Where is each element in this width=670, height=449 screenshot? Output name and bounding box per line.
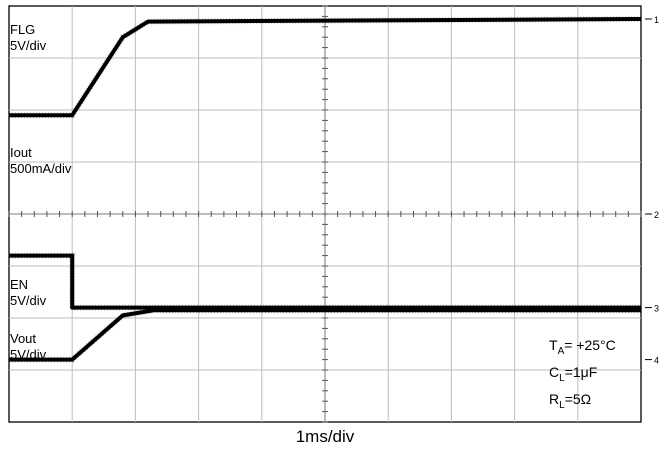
condition-value: = +25°C [564,337,616,353]
channel-name-flg: FLG [10,22,35,37]
trace-noise-iout [9,16,642,119]
condition-subscript: L [559,400,565,411]
marker-label-m4: 4 [654,356,659,366]
grid [8,5,642,423]
condition-subscript: A [558,346,565,357]
trace-en [9,253,641,310]
condition-symbol: C [549,364,559,380]
channel-scale-en: 5V/div [10,293,47,308]
condition-value: =5Ω [565,391,591,407]
condition-2: RL=5Ω [549,391,591,411]
marker-label-m2: 2 [654,210,659,220]
condition-value: =1μF [565,364,598,380]
condition-1: CL=1μF [549,364,597,384]
marker-label-m3: 3 [654,304,659,314]
condition-symbol: T [549,337,558,353]
condition-symbol: R [549,391,559,407]
condition-subscript: L [559,373,565,384]
channel-scale-flg: 5V/div [10,38,47,53]
channel-markers: T1234 [645,15,659,366]
channel-name-iout: Iout [10,145,32,160]
channel-scale-vout: 5V/div [10,347,47,362]
traces [9,16,642,363]
condition-0: TA= +25°C [549,337,616,357]
trace-iout [9,17,642,118]
x-axis-label: 1ms/div [296,427,355,446]
channel-name-en: EN [10,277,28,292]
channel-scale-iout: 500mA/div [10,161,72,176]
trace-noise-vout [9,307,641,363]
trace-vout [9,308,641,362]
trace-noise-en [9,252,641,311]
channel-name-vout: Vout [10,331,36,346]
marker-label-m1: 1 [654,15,659,25]
